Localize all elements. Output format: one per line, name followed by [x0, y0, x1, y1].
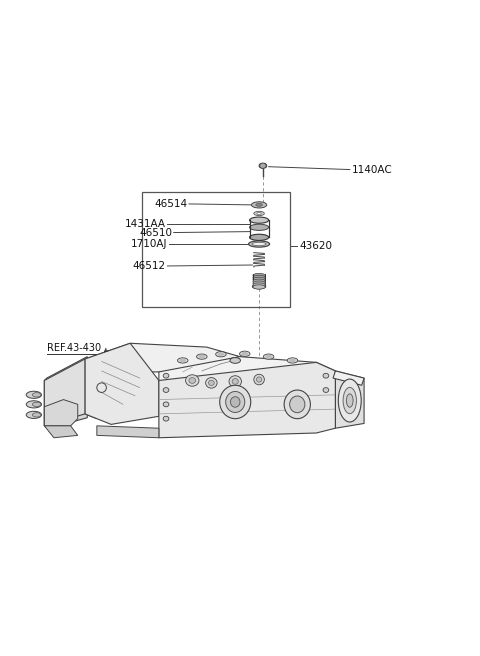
Ellipse shape — [230, 358, 240, 363]
Ellipse shape — [178, 358, 188, 363]
Ellipse shape — [253, 274, 265, 277]
Text: 46512: 46512 — [133, 261, 166, 271]
Ellipse shape — [323, 388, 329, 392]
Polygon shape — [85, 359, 97, 419]
Ellipse shape — [323, 373, 329, 378]
Ellipse shape — [252, 242, 266, 246]
Ellipse shape — [97, 383, 107, 392]
Polygon shape — [97, 426, 159, 438]
Ellipse shape — [208, 380, 214, 386]
Ellipse shape — [163, 373, 169, 378]
Polygon shape — [85, 343, 159, 424]
Ellipse shape — [26, 411, 41, 419]
Ellipse shape — [240, 351, 250, 356]
Ellipse shape — [26, 401, 41, 408]
Ellipse shape — [229, 376, 241, 387]
Ellipse shape — [253, 285, 265, 289]
Ellipse shape — [189, 378, 196, 383]
Ellipse shape — [254, 211, 264, 216]
Ellipse shape — [256, 377, 262, 382]
Bar — [142, 192, 290, 306]
Ellipse shape — [347, 394, 353, 407]
Ellipse shape — [33, 402, 41, 407]
Polygon shape — [44, 400, 78, 426]
Ellipse shape — [290, 359, 295, 361]
Ellipse shape — [242, 352, 247, 355]
Ellipse shape — [220, 385, 251, 419]
Polygon shape — [333, 371, 364, 385]
Ellipse shape — [287, 358, 298, 363]
Ellipse shape — [252, 202, 267, 208]
Ellipse shape — [266, 356, 271, 358]
Ellipse shape — [249, 241, 270, 247]
Ellipse shape — [216, 352, 226, 357]
Polygon shape — [159, 357, 336, 383]
Ellipse shape — [197, 354, 207, 359]
Ellipse shape — [259, 163, 267, 169]
Text: 46514: 46514 — [155, 199, 188, 209]
Ellipse shape — [253, 277, 265, 281]
Text: REF.43-430: REF.43-430 — [47, 343, 101, 353]
Ellipse shape — [343, 388, 357, 414]
Ellipse shape — [256, 203, 263, 206]
Ellipse shape — [250, 217, 269, 223]
Ellipse shape — [254, 375, 264, 385]
Polygon shape — [44, 357, 87, 428]
Ellipse shape — [163, 402, 169, 407]
Ellipse shape — [289, 396, 305, 413]
Text: 43620: 43620 — [300, 241, 333, 251]
Ellipse shape — [33, 413, 41, 417]
Ellipse shape — [253, 276, 265, 279]
Polygon shape — [44, 426, 78, 438]
Ellipse shape — [163, 417, 169, 421]
Ellipse shape — [232, 379, 239, 384]
Ellipse shape — [253, 283, 265, 287]
Text: 46510: 46510 — [139, 228, 172, 237]
Ellipse shape — [284, 390, 311, 419]
Polygon shape — [159, 362, 336, 438]
Ellipse shape — [26, 391, 41, 398]
Ellipse shape — [261, 164, 265, 167]
Ellipse shape — [250, 224, 269, 230]
Ellipse shape — [264, 354, 274, 359]
Polygon shape — [44, 359, 85, 426]
Ellipse shape — [257, 213, 262, 215]
Ellipse shape — [253, 279, 265, 283]
Polygon shape — [336, 371, 364, 428]
Ellipse shape — [253, 281, 265, 285]
Polygon shape — [85, 343, 240, 372]
Ellipse shape — [226, 392, 245, 413]
Ellipse shape — [252, 284, 266, 289]
Ellipse shape — [338, 379, 361, 422]
Ellipse shape — [250, 234, 269, 241]
Ellipse shape — [186, 375, 199, 386]
Ellipse shape — [230, 397, 240, 407]
Text: 1710AJ: 1710AJ — [131, 239, 168, 249]
Ellipse shape — [205, 378, 217, 388]
Ellipse shape — [199, 356, 204, 358]
Ellipse shape — [33, 393, 41, 397]
Text: 1431AA: 1431AA — [125, 219, 166, 229]
Text: 1140AC: 1140AC — [352, 165, 393, 174]
Ellipse shape — [218, 353, 223, 356]
Ellipse shape — [180, 359, 185, 361]
Ellipse shape — [163, 388, 169, 392]
